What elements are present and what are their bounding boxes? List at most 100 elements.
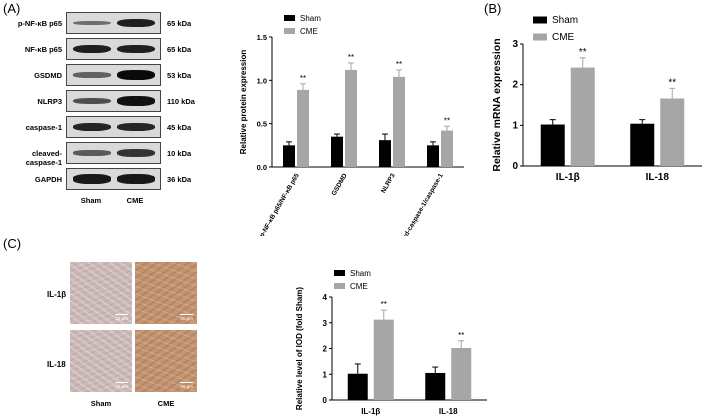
scale-bar: 20 µm <box>115 314 128 321</box>
blot-row-label: p-NF-κB p65 <box>17 19 62 28</box>
scale-bar: 20 µm <box>180 314 193 321</box>
legend-label-cme: CME <box>552 32 575 43</box>
chart-a-protein-expression: 0.0 0.5 1.0 1.5 Relative protein expression *… <box>239 14 464 236</box>
bar-sham <box>331 136 343 167</box>
ihc-micrographs: IL-1β IL-18 20 µm 20 µm 20 µm 20 µm Sham… <box>0 258 210 417</box>
significance-label: ** <box>396 60 402 69</box>
scale-bar: 20 µm <box>115 382 128 389</box>
scale-bar: 20 µm <box>180 382 193 389</box>
legend-swatch-cme <box>284 28 295 34</box>
y-tick-label: 1 <box>512 120 518 131</box>
y-tick-label: 2 <box>323 345 328 354</box>
blot-strip <box>66 64 161 86</box>
bar-sham <box>425 372 446 400</box>
significance-label: ** <box>668 77 676 88</box>
chart-c-iod-level: 0 1 2 3 4 Relative level of IOD (fold Sham) **… <box>295 269 487 416</box>
legend-label-cme: CME <box>350 282 368 291</box>
legend-swatch-sham <box>284 15 295 21</box>
x-tick-label: NLRP3 <box>380 172 397 194</box>
bar-cme <box>393 76 405 167</box>
blot-kda-label: 36 kDa <box>167 175 192 184</box>
bar-sham <box>283 145 295 167</box>
chart-b-mrna-expression: 0 1 2 3 Relative mRNA expression ** IL-1β ** IL-… <box>491 15 702 183</box>
blot-strip <box>66 90 161 112</box>
blot-band-cme <box>117 44 155 54</box>
x-tick-label: IL-18 <box>439 407 458 416</box>
y-tick-label: 0.0 <box>257 163 267 172</box>
bar-cme <box>373 319 394 400</box>
legend-label-sham: Sham <box>300 14 321 23</box>
legend-label-sham: Sham <box>350 269 371 278</box>
significance-label: ** <box>458 331 464 340</box>
blot-row-label: caspase-1 <box>25 123 62 132</box>
x-tick-label: cleaved-caspase-1/caspase-1 <box>393 172 445 236</box>
blot-band-cme <box>117 18 155 28</box>
ihc-row-label-il18: IL-18 <box>47 360 66 369</box>
bar-cme <box>441 130 453 167</box>
bar-cme <box>345 69 357 167</box>
y-axis-label: Relative protein expression <box>239 50 248 155</box>
blot-kda-label: 10 kDa <box>167 149 192 158</box>
blot-lane-label-cme: CME <box>126 196 144 205</box>
ihc-image-il18-cme: 20 µm <box>135 330 197 392</box>
blot-band-cme <box>117 96 155 106</box>
blot-band-sham <box>73 174 111 184</box>
bar-sham <box>427 145 439 167</box>
y-tick-label: 1.5 <box>257 33 267 42</box>
bar-cme <box>660 98 685 166</box>
blot-kda-label: 65 kDa <box>167 45 192 54</box>
legend-label-sham: Sham <box>552 15 578 26</box>
blot-row-label: NF-κB p65 <box>24 45 62 54</box>
y-tick-label: 0.5 <box>257 120 267 129</box>
y-tick-label: 2 <box>512 80 518 91</box>
blot-kda-label: 110 kDa <box>167 97 195 106</box>
blot-band-cme <box>117 70 155 80</box>
bar-cme <box>297 89 309 167</box>
y-tick-label: 1.0 <box>257 76 267 85</box>
blot-band-sham <box>73 97 111 105</box>
blot-lane-label-sham: Sham <box>80 196 102 205</box>
legend-swatch-cme <box>533 33 547 41</box>
blot-band-cme <box>117 174 155 184</box>
blot-band-sham <box>73 150 111 156</box>
significance-label: ** <box>348 53 354 62</box>
significance-label: ** <box>579 47 587 58</box>
blot-band-cme <box>117 149 155 157</box>
legend-swatch-sham <box>533 16 547 24</box>
y-tick-label: 0 <box>512 161 518 172</box>
x-tick-label: IL-1β <box>556 172 580 183</box>
y-axis-label: Relative mRNA expression <box>491 38 503 171</box>
panel-letter-b: (B) <box>484 1 502 16</box>
y-axis-label: Relative level of IOD (fold Sham) <box>295 287 304 410</box>
y-tick-label: 4 <box>323 293 328 302</box>
blot-kda-label: 65 kDa <box>167 19 192 28</box>
western-blot: p-NF-κB p65 65 kDa NF-κB p65 65 kDa GSDMD 53 … <box>0 0 230 230</box>
x-tick-label: IL-18 <box>646 172 670 183</box>
blot-strip <box>66 142 161 164</box>
bar-sham <box>347 373 368 400</box>
x-tick-label: IL-1β <box>361 407 380 416</box>
blot-kda-label: 45 kDa <box>167 123 192 132</box>
blot-row-label: cleaved-caspase-1 <box>25 149 62 167</box>
blot-strip <box>66 168 161 190</box>
y-tick-label: 1 <box>323 370 328 379</box>
bar-sham <box>379 140 391 167</box>
panel-letter-c: (C) <box>3 236 22 251</box>
blot-strip <box>66 12 161 34</box>
blot-strip <box>66 116 161 138</box>
ihc-image-il1b-cme: 20 µm <box>135 262 197 324</box>
y-tick-label: 3 <box>512 39 518 50</box>
blot-band-sham <box>73 44 111 54</box>
ihc-col-label-sham: Sham <box>90 399 112 408</box>
blot-band-sham <box>73 72 111 78</box>
blot-row-label: GAPDH <box>34 175 62 184</box>
significance-label: ** <box>444 116 450 125</box>
panel-letter-a: (A) <box>3 1 21 16</box>
blot-kda-label: 53 kDa <box>167 71 192 80</box>
blot-band-cme <box>117 122 155 132</box>
bar-cme <box>451 347 472 400</box>
y-tick-label: 0 <box>323 396 328 405</box>
x-tick-label: p-NF-κB p65/NF-κB p65 <box>259 172 301 236</box>
blot-band-sham <box>73 20 111 26</box>
bar-sham <box>630 123 655 166</box>
